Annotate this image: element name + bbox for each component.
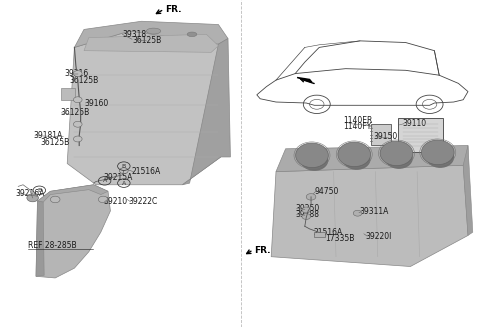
Circle shape	[73, 136, 82, 142]
Text: 1140ER: 1140ER	[343, 116, 372, 125]
Polygon shape	[74, 21, 228, 47]
Text: 39181A: 39181A	[34, 131, 63, 140]
Text: 39220I: 39220I	[366, 232, 392, 241]
Circle shape	[73, 121, 82, 127]
Text: 36125B: 36125B	[41, 138, 70, 147]
Text: 36125B: 36125B	[60, 108, 89, 117]
FancyBboxPatch shape	[371, 124, 391, 145]
Ellipse shape	[146, 28, 161, 34]
Text: FR.: FR.	[165, 5, 181, 14]
FancyBboxPatch shape	[398, 118, 443, 152]
Text: 39316: 39316	[65, 69, 89, 78]
Polygon shape	[276, 146, 468, 172]
Text: 39150: 39150	[373, 132, 398, 141]
Text: 17335B: 17335B	[325, 234, 355, 243]
Text: 36125B: 36125B	[70, 76, 99, 85]
Polygon shape	[67, 31, 221, 185]
Polygon shape	[271, 165, 468, 267]
Text: 39215A: 39215A	[103, 173, 132, 182]
Ellipse shape	[421, 140, 454, 164]
Polygon shape	[36, 201, 44, 276]
Circle shape	[353, 210, 362, 216]
Ellipse shape	[380, 141, 413, 165]
Text: B: B	[37, 188, 41, 193]
Text: 36125B: 36125B	[132, 36, 161, 45]
Text: 39216A: 39216A	[15, 189, 45, 198]
Polygon shape	[182, 39, 230, 185]
Ellipse shape	[338, 142, 371, 166]
Text: 39188: 39188	[295, 210, 319, 219]
Text: 39318: 39318	[122, 30, 146, 39]
Ellipse shape	[385, 148, 413, 169]
Ellipse shape	[296, 143, 328, 167]
Circle shape	[98, 196, 108, 203]
Text: 39160: 39160	[84, 98, 108, 108]
Text: 39250: 39250	[295, 204, 320, 213]
Ellipse shape	[426, 146, 454, 168]
Ellipse shape	[187, 32, 197, 37]
Circle shape	[302, 207, 311, 213]
Text: 39311A: 39311A	[359, 207, 388, 216]
Ellipse shape	[300, 150, 328, 171]
Circle shape	[50, 196, 60, 203]
Text: 39110: 39110	[402, 119, 426, 128]
Text: 39222C: 39222C	[129, 197, 158, 206]
Text: FR.: FR.	[254, 246, 271, 255]
Circle shape	[120, 168, 128, 174]
Polygon shape	[36, 185, 110, 278]
Polygon shape	[297, 77, 312, 82]
Text: A: A	[103, 178, 107, 183]
Text: 1140FY: 1140FY	[343, 122, 372, 131]
FancyBboxPatch shape	[61, 88, 75, 100]
Text: A: A	[122, 181, 126, 186]
Circle shape	[73, 97, 82, 103]
Text: 21516A: 21516A	[314, 228, 343, 237]
Circle shape	[27, 194, 38, 202]
Polygon shape	[37, 185, 108, 202]
Ellipse shape	[343, 148, 371, 170]
Text: 21516A: 21516A	[132, 167, 161, 176]
Text: 94750: 94750	[314, 187, 339, 196]
Circle shape	[302, 214, 311, 219]
Text: 39210: 39210	[103, 197, 127, 206]
Polygon shape	[84, 34, 218, 52]
Text: B: B	[122, 164, 126, 169]
Bar	[314, 232, 325, 237]
Text: REF 28-285B: REF 28-285B	[28, 241, 76, 250]
Circle shape	[73, 71, 82, 77]
Polygon shape	[463, 146, 473, 235]
Circle shape	[306, 194, 316, 200]
